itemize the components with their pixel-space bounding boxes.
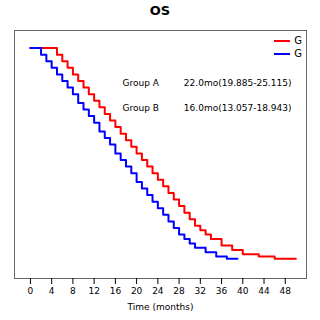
html-text:G: G [294, 48, 302, 59]
svg-text:28: 28 [173, 286, 185, 296]
svg-text:4: 4 [49, 286, 55, 296]
svg-text:8: 8 [70, 286, 76, 296]
svg-text:36: 36 [216, 286, 228, 296]
svg-text:Time (months): Time (months) [127, 302, 194, 312]
svg-text:48: 48 [280, 286, 292, 296]
html-text:G: G [294, 35, 302, 46]
svg-text:44: 44 [258, 286, 270, 296]
svg-text:20: 20 [131, 286, 143, 296]
svg-text:22.0mo(19.885-25.115): 22.0mo(19.885-25.115) [184, 78, 292, 88]
svg-text:32: 32 [195, 286, 206, 296]
svg-text:Group A: Group A [123, 78, 160, 88]
svg-text:24: 24 [152, 286, 164, 296]
html-text:OS: OS [149, 3, 171, 18]
svg-text:Group B: Group B [123, 103, 159, 113]
svg-text:40: 40 [237, 286, 249, 296]
svg-text:0: 0 [28, 286, 34, 296]
svg-text:12: 12 [88, 286, 99, 296]
svg-text:16: 16 [110, 286, 122, 296]
svg-text:16.0mo(13.057-18.943): 16.0mo(13.057-18.943) [184, 103, 292, 113]
